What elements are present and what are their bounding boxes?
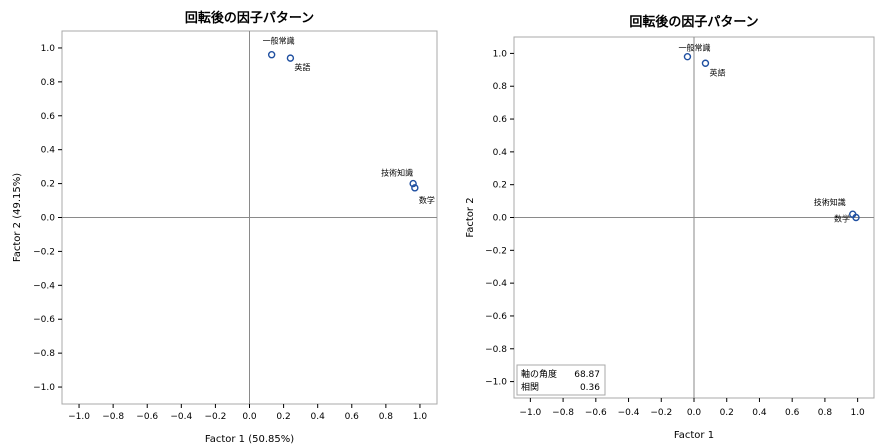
point-label: 一般常識 (263, 36, 295, 46)
x-tick-label: 1.0 (850, 408, 865, 418)
x-tick-label: 0.0 (687, 408, 702, 418)
point-label: 英語 (294, 62, 310, 72)
x-tick-label: 0.8 (818, 408, 833, 418)
y-tick-label: −1.0 (33, 383, 55, 393)
x-tick-label: −0.6 (136, 412, 158, 422)
data-point (409, 179, 417, 188)
y-tick-label: −0.6 (485, 312, 507, 322)
y-tick-label: −0.8 (33, 349, 55, 359)
x-tick-label: 0.6 (785, 408, 800, 418)
y-tick-label: 0.2 (493, 181, 507, 191)
left-factor-plot: 回転後の因子パターン −1.0 −0.8 −0.6 −0.4 −0.2 0.0 0.2 0.4 0… (12, 10, 438, 445)
x-tick-label: 1.0 (413, 412, 428, 422)
y-tick-label: −0.8 (485, 345, 507, 355)
data-point (852, 213, 860, 222)
point-label: 一般常識 (678, 43, 710, 53)
x-tick-label: −0.8 (552, 408, 574, 418)
point-label: 技術知識 (381, 168, 413, 178)
x-tick-label: 0.0 (242, 412, 257, 422)
inset-stat-label: 軸の角度 (521, 368, 557, 380)
y-axis-label: Factor 2 (465, 197, 476, 237)
y-tick-label: −0.4 (485, 279, 507, 289)
chart-title: 回転後の因子パターン (629, 14, 758, 30)
inset-stats-box (516, 364, 606, 396)
y-tick-label: 0.8 (493, 82, 508, 92)
chart-title: 回転後の因子パターン (185, 10, 314, 26)
x-tick-label: −1.0 (68, 412, 90, 422)
data-point (267, 51, 276, 59)
y-tick-label: 0.8 (41, 78, 56, 88)
y-tick-label: 0.0 (493, 214, 508, 224)
y-axis-label: Factor 2 (49.15%) (12, 173, 23, 262)
point-label: 技術知識 (814, 197, 846, 207)
x-tick-label: 0.6 (345, 412, 360, 422)
y-tick-label: −0.6 (33, 315, 55, 325)
y-tick-label: 0.4 (493, 148, 508, 158)
y-tick-label: −1.0 (485, 378, 507, 388)
x-tick-label: 0.8 (379, 412, 394, 422)
data-point (683, 52, 692, 61)
x-tick-label: 0.2 (720, 408, 734, 418)
y-tick-label: 1.0 (493, 49, 508, 59)
y-tick-label: −0.2 (485, 246, 507, 256)
y-tick-label: −0.4 (33, 281, 55, 291)
y-tick-label: 0.4 (41, 146, 56, 156)
x-tick-label: −1.0 (519, 408, 541, 418)
point-label: 英語 (709, 67, 725, 77)
x-tick-label: −0.2 (650, 408, 672, 418)
inset-stat-value: 68.87 (574, 370, 600, 380)
inset-stat-value: 0.36 (580, 383, 600, 393)
y-tick-label: 1.0 (41, 44, 56, 54)
data-point (286, 54, 295, 62)
x-tick-label: −0.6 (585, 408, 607, 418)
x-axis-label: Factor 1 (50.85%) (205, 434, 294, 445)
x-tick-label: −0.2 (204, 412, 226, 422)
y-tick-label: −0.2 (33, 247, 55, 257)
x-tick-label: −0.4 (618, 408, 640, 418)
data-point (701, 59, 710, 67)
x-tick-label: −0.4 (170, 412, 192, 422)
y-tick-label: 0.2 (41, 180, 55, 190)
x-tick-label: 0.4 (311, 412, 326, 422)
right-factor-plot: 回転後の因子パターン −1.0 −0.8 −0.6 −0.4 −0.2 0.0 0.2 0.4 0… (465, 14, 875, 441)
y-tick-label: 0.0 (41, 214, 56, 224)
point-label: 数学 (419, 195, 435, 205)
inset-stat-label: 相関 (521, 381, 539, 393)
x-tick-label: 0.2 (276, 412, 290, 422)
y-tick-label: 0.6 (493, 115, 508, 125)
point-label: 数学 (834, 214, 850, 224)
x-tick-label: 0.4 (752, 408, 767, 418)
x-tick-label: −0.8 (102, 412, 124, 422)
data-point (411, 184, 419, 192)
x-axis-label: Factor 1 (674, 430, 714, 441)
y-tick-label: 0.6 (41, 112, 56, 122)
